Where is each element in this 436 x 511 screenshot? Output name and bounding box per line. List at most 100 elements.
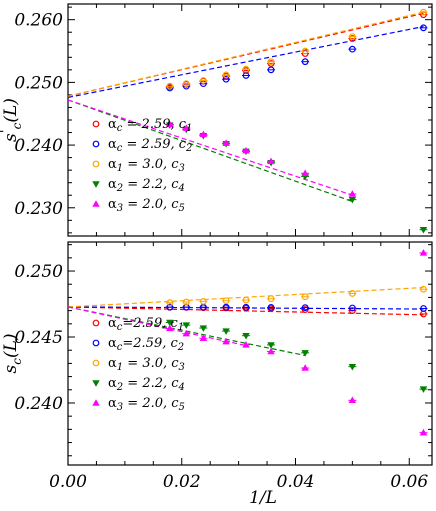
data-point bbox=[242, 332, 250, 340]
data-point bbox=[182, 124, 191, 131]
legend-greek: α bbox=[108, 376, 117, 391]
legend-subscript: 2 bbox=[116, 183, 123, 194]
data-point bbox=[92, 200, 100, 207]
data-point bbox=[301, 350, 309, 357]
data-point bbox=[419, 249, 428, 256]
data-point bbox=[199, 334, 208, 342]
data-point bbox=[92, 120, 100, 128]
data-point bbox=[242, 146, 250, 154]
data-point bbox=[242, 303, 250, 311]
x-axis-label: 1/L bbox=[249, 488, 277, 508]
data-point bbox=[182, 298, 190, 306]
y-axis-label-suffix: (L) bbox=[1, 98, 21, 123]
data-point bbox=[348, 196, 357, 204]
data-point bbox=[348, 304, 356, 312]
data-point bbox=[301, 293, 309, 301]
data-point bbox=[420, 8, 427, 16]
legend-subscript: c bbox=[117, 143, 123, 154]
data-point bbox=[166, 303, 174, 311]
y-tick-label: 0.260 bbox=[14, 11, 63, 31]
data-point bbox=[222, 337, 230, 345]
legend-label: = 3.0, c bbox=[123, 157, 179, 172]
data-point bbox=[92, 319, 100, 327]
data-point bbox=[242, 65, 250, 73]
data-point bbox=[222, 328, 230, 335]
legend-greek: α bbox=[108, 336, 117, 351]
data-point bbox=[166, 82, 174, 90]
legend-entry: α1 = 3.0, c3 bbox=[108, 157, 185, 174]
y-axis-label: s'c(L) bbox=[0, 98, 24, 142]
legend-subscript: 3 bbox=[117, 203, 123, 214]
data-point bbox=[267, 58, 275, 66]
legend-subscript: 1 bbox=[186, 123, 192, 134]
data-point bbox=[92, 399, 100, 406]
legend-greek: α bbox=[108, 316, 117, 331]
legend-label: = 2.2, c bbox=[123, 177, 179, 192]
data-point bbox=[267, 347, 275, 355]
data-point bbox=[267, 295, 275, 303]
data-point bbox=[199, 297, 207, 305]
data-point bbox=[166, 120, 174, 128]
legend-entry: αc = 2.59, c1 bbox=[108, 117, 192, 134]
legend-entry: α2 = 2.2, c4 bbox=[108, 177, 185, 194]
legend-label: = 2.0, c bbox=[123, 197, 179, 212]
x-tick-label: 0.00 bbox=[49, 472, 87, 492]
data-point bbox=[420, 305, 427, 312]
legend-subscript: 2 bbox=[185, 143, 192, 154]
fit-line bbox=[67, 99, 353, 203]
y-axis-label-base: s bbox=[1, 133, 21, 142]
data-point bbox=[348, 190, 357, 197]
data-point bbox=[419, 428, 428, 436]
data-point bbox=[166, 319, 174, 327]
y-axis-label-subscript: c bbox=[10, 122, 24, 129]
data-point bbox=[348, 33, 356, 41]
data-point bbox=[222, 297, 230, 305]
data-point bbox=[419, 227, 428, 234]
legend-subscript: 3 bbox=[179, 362, 185, 373]
legend-label: = 2.59, c bbox=[122, 117, 186, 132]
legend-subscript: c bbox=[117, 322, 123, 333]
data-point bbox=[242, 341, 250, 348]
legend-label: =2.59, c bbox=[122, 336, 178, 351]
plot-frame bbox=[67, 241, 433, 466]
legend-subscript: 4 bbox=[178, 382, 185, 393]
legend-entry: αc = 2.59, c2 bbox=[108, 137, 192, 154]
data-point bbox=[348, 45, 356, 53]
legend-subscript: 1 bbox=[117, 362, 123, 373]
data-point bbox=[419, 386, 428, 393]
y-axis-label: sc(L) bbox=[1, 333, 24, 373]
legend-subscript: c bbox=[117, 123, 123, 134]
legend-greek: α bbox=[108, 197, 117, 212]
fit-line bbox=[67, 25, 424, 99]
legend-subscript: 2 bbox=[116, 382, 123, 393]
legend-entry: α2 = 2.2, c4 bbox=[108, 376, 185, 393]
legend-label: = 2.2, c bbox=[123, 376, 179, 391]
legend-greek: α bbox=[108, 396, 117, 411]
y-axis-label-subscript: c bbox=[10, 358, 24, 365]
legend-greek: α bbox=[108, 356, 117, 371]
legend-entry: α3 = 2.0, c5 bbox=[108, 197, 185, 214]
data-point bbox=[222, 139, 230, 146]
data-point bbox=[199, 130, 208, 138]
data-point bbox=[166, 299, 174, 307]
data-point bbox=[182, 80, 190, 88]
y-tick-label: 0.250 bbox=[14, 73, 63, 93]
data-point bbox=[348, 363, 357, 371]
legend-label: =2.59, c bbox=[122, 316, 178, 331]
legend-greek: α bbox=[108, 117, 117, 132]
legend-entry: αc=2.59, c1 bbox=[108, 316, 184, 333]
data-point bbox=[222, 303, 230, 311]
data-point bbox=[182, 329, 191, 337]
legend-subscript: 3 bbox=[117, 402, 123, 413]
data-point bbox=[92, 140, 100, 148]
y-axis-label-prime: ' bbox=[0, 129, 14, 133]
legend-subscript: 3 bbox=[179, 163, 185, 174]
data-point bbox=[92, 380, 100, 387]
fit-line bbox=[67, 12, 424, 97]
data-point bbox=[301, 169, 309, 176]
fit-line bbox=[67, 306, 247, 347]
legend-greek: α bbox=[108, 157, 117, 172]
legend-subscript: 1 bbox=[178, 322, 184, 333]
data-point bbox=[420, 285, 427, 293]
